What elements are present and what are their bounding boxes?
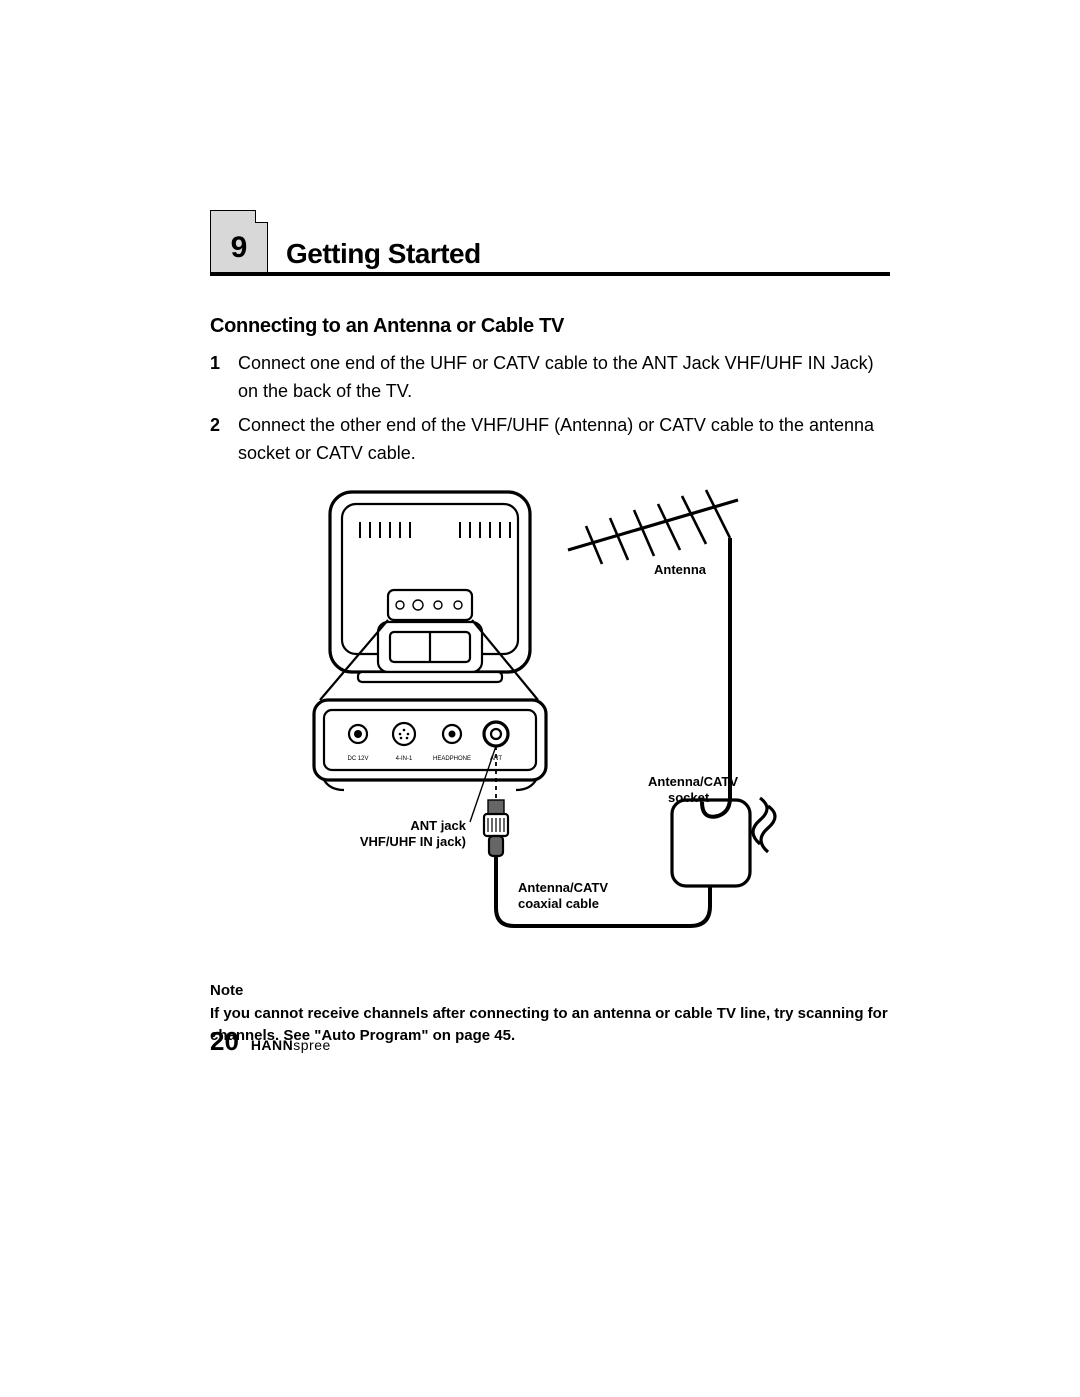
- diagram-label-ant-jack-2: VHF/UHF IN jack): [360, 834, 466, 849]
- chapter-header: 9 Getting Started: [210, 210, 890, 285]
- port-panel-icon: DC 12V 4-IN-1 HEADPHONE ANT: [314, 700, 546, 790]
- coax-plug-icon: [484, 800, 508, 856]
- diagram-label-catv-cable-2: coaxial cable: [518, 896, 599, 911]
- antenna-icon: [568, 490, 738, 817]
- chapter-tab: 9: [210, 210, 268, 273]
- page-footer: 20 HANNspree: [210, 1026, 331, 1057]
- page-content: 9 Getting Started Connecting to an Anten…: [210, 210, 890, 1047]
- chapter-rule: [210, 272, 890, 276]
- diagram-label-ant-jack-1: ANT jack: [410, 818, 466, 833]
- page-number: 20: [210, 1026, 239, 1056]
- diagram-label-catv-socket-1: Antenna/CATV: [648, 774, 738, 789]
- brand-light: spree: [293, 1037, 331, 1053]
- brand-bold: HANN: [251, 1037, 293, 1053]
- port-label: 4-IN-1: [396, 756, 413, 762]
- diagram-label-antenna: Antenna: [654, 562, 707, 577]
- diagram-label-catv-socket-2: socket: [668, 790, 710, 805]
- chapter-number: 9: [211, 231, 267, 265]
- note-heading: Note: [210, 980, 890, 1002]
- step-item: Connect the other end of the VHF/UHF (An…: [210, 412, 890, 468]
- chapter-title: Getting Started: [286, 238, 481, 270]
- connection-diagram: DC 12V 4-IN-1 HEADPHONE ANT: [270, 482, 830, 962]
- port-label: HEADPHONE: [433, 756, 471, 762]
- steps-list: Connect one end of the UHF or CATV cable…: [210, 350, 890, 468]
- step-item: Connect one end of the UHF or CATV cable…: [210, 350, 890, 406]
- diagram-label-catv-cable-1: Antenna/CATV: [518, 880, 608, 895]
- port-label: DC 12V: [347, 756, 368, 762]
- section-title: Connecting to an Antenna or Cable TV: [210, 315, 890, 338]
- chapter-tab-notch: [255, 210, 268, 223]
- manual-page: 9 Getting Started Connecting to an Anten…: [0, 0, 1080, 1397]
